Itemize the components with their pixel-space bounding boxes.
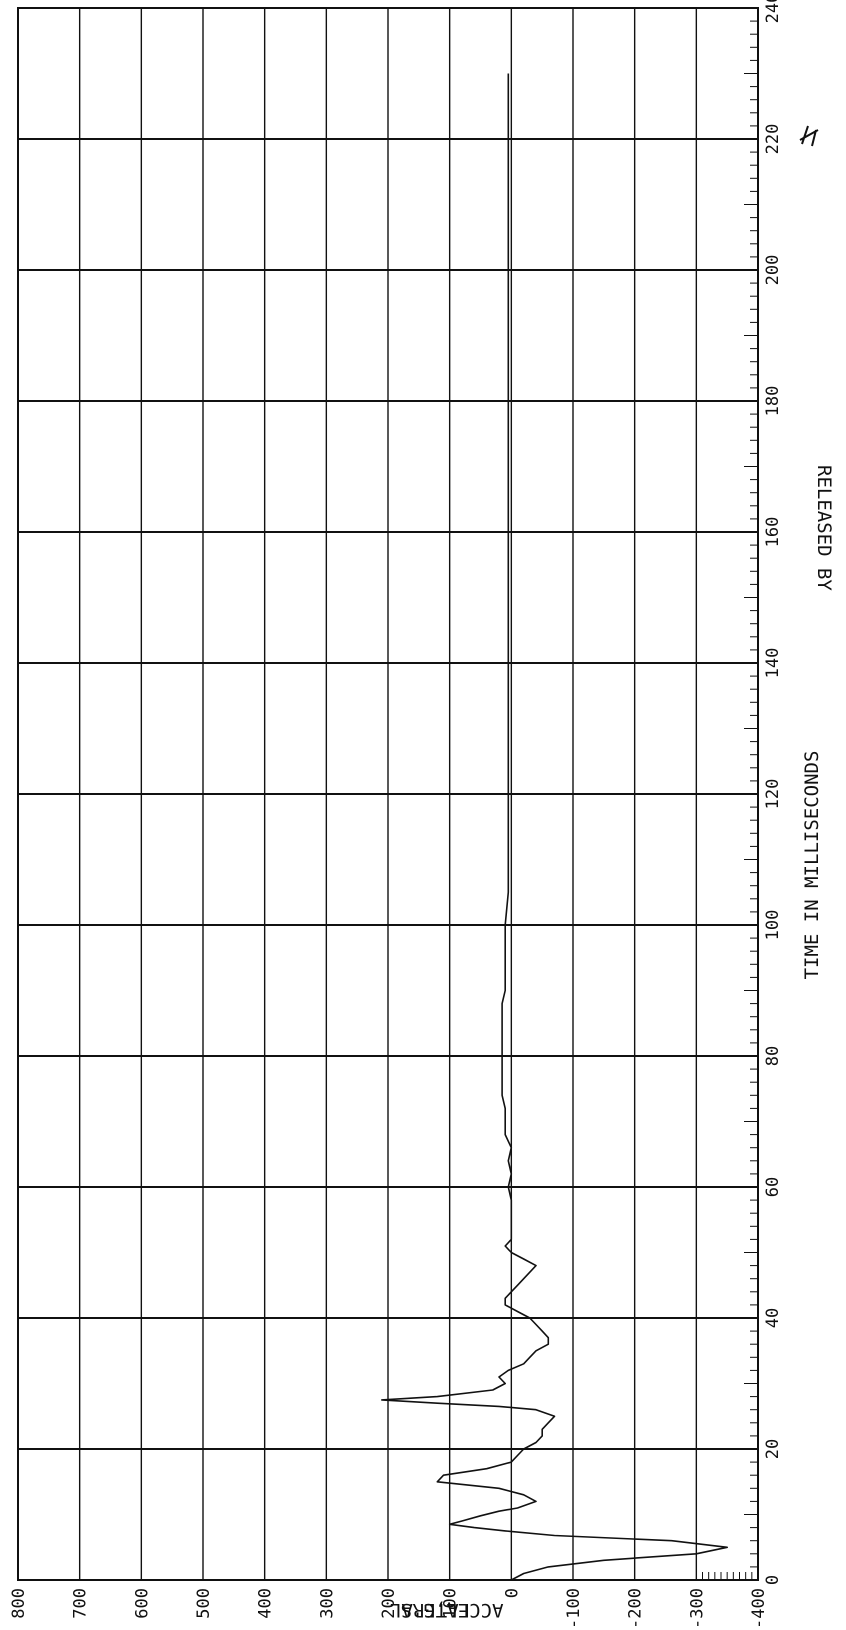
x-tick-label: 100 [763, 910, 783, 941]
y-tick-label: 600 [132, 1588, 152, 1619]
y-axis-label-line: LATERAL [390, 1599, 470, 1621]
x-tick-label: 140 [763, 648, 783, 679]
y-tick-label: 100 [441, 1588, 461, 1619]
x-tick-label: 160 [763, 517, 783, 548]
series-line-0 [381, 73, 728, 1581]
y-tick-label: 0 [502, 1588, 522, 1598]
x-axis-label: TIME IN MILLISECONDS [801, 751, 823, 980]
y-tick-label: -100 [564, 1588, 584, 1626]
signature-initials [799, 125, 819, 147]
y-tick-label: 800 [9, 1588, 29, 1619]
x-tick-label: 120 [763, 779, 783, 810]
y-tick-label: -400 [749, 1588, 769, 1626]
y-axis-label-line: ACCEL,G'S [401, 1599, 504, 1621]
y-tick-label: -200 [626, 1588, 646, 1626]
x-tick-label: 0 [763, 1575, 783, 1585]
x-tick-label: 180 [763, 386, 783, 417]
x-tick-label: 220 [763, 124, 783, 155]
y-tick-label: -300 [687, 1588, 707, 1626]
grid [17, 7, 759, 1581]
series-layer [381, 73, 728, 1581]
x-tick-label: 240 [763, 0, 783, 23]
x-tick-label: 200 [763, 255, 783, 286]
released-by-label: RELEASED BY [813, 465, 835, 591]
x-tick-label: 80 [763, 1046, 783, 1066]
x-tick-label: 20 [763, 1439, 783, 1459]
x-tick-label: 60 [763, 1177, 783, 1197]
x-tick-label: 40 [763, 1308, 783, 1328]
tick-labels: 0 20 40 60 80 100 120 140 160 180 200 220 240 800 700 6… [9, 0, 783, 1629]
y-tick-label: 500 [194, 1588, 214, 1619]
y-tick-label: 300 [317, 1588, 337, 1619]
y-tick-label: 400 [256, 1588, 276, 1619]
y-tick-label: 700 [71, 1588, 91, 1619]
y-tick-label: 200 [379, 1588, 399, 1619]
